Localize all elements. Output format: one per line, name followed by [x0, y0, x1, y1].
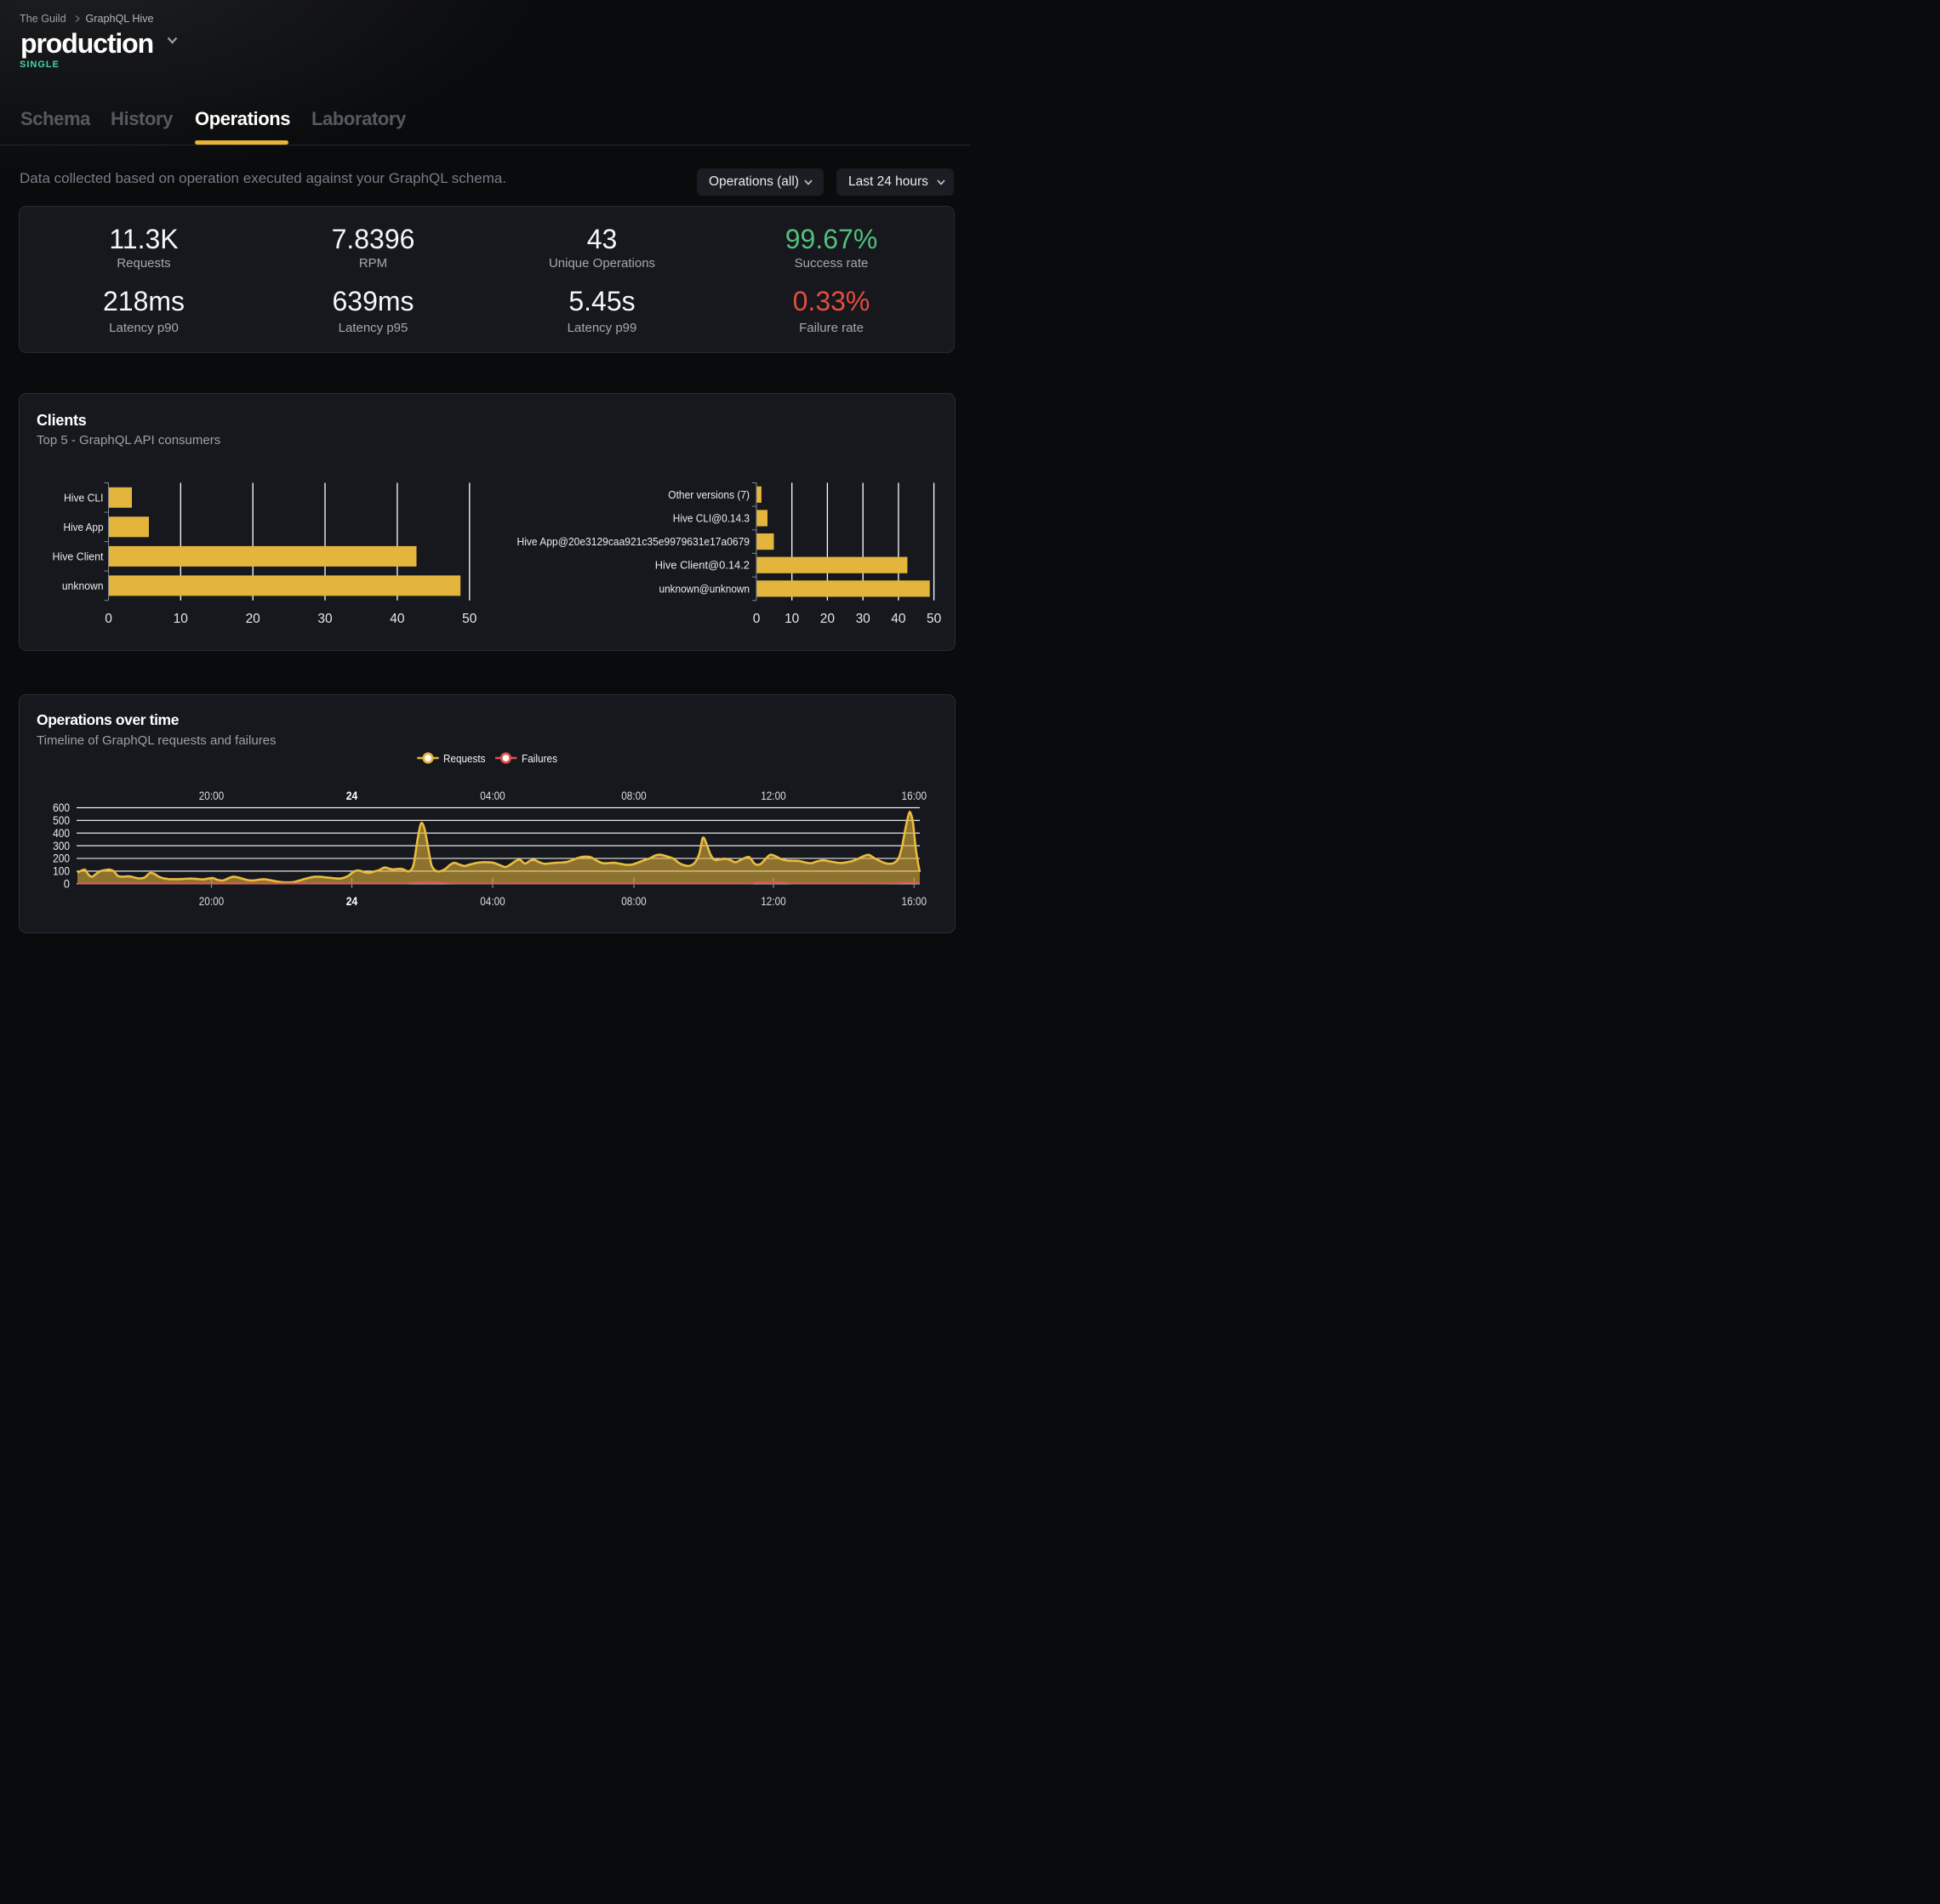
svg-text:40: 40 [390, 612, 405, 626]
svg-text:24: 24 [346, 894, 358, 908]
svg-text:Other versions (7): Other versions (7) [668, 488, 750, 501]
svg-text:16:00: 16:00 [902, 789, 927, 802]
svg-text:10: 10 [174, 612, 189, 626]
svg-text:500: 500 [53, 814, 70, 827]
svg-text:20: 20 [820, 612, 836, 626]
svg-text:unknown: unknown [62, 579, 104, 592]
svg-text:400: 400 [53, 827, 70, 840]
svg-text:600: 600 [53, 801, 70, 814]
svg-text:Hive CLI@0.14.3: Hive CLI@0.14.3 [673, 512, 750, 525]
svg-text:30: 30 [317, 612, 333, 626]
svg-text:20: 20 [246, 612, 261, 626]
svg-text:0: 0 [105, 612, 112, 626]
svg-text:04:00: 04:00 [480, 789, 505, 802]
svg-text:08:00: 08:00 [621, 789, 647, 802]
svg-text:Hive Client: Hive Client [53, 550, 104, 563]
svg-text:08:00: 08:00 [621, 894, 647, 908]
svg-text:300: 300 [53, 840, 70, 852]
svg-text:50: 50 [927, 612, 942, 626]
svg-text:10: 10 [785, 612, 800, 626]
svg-text:20:00: 20:00 [199, 894, 225, 908]
svg-text:12:00: 12:00 [761, 789, 786, 802]
svg-text:Requests: Requests [443, 752, 486, 765]
svg-text:Hive App@20e3129caa921c35e9979: Hive App@20e3129caa921c35e9979631e17a067… [517, 535, 750, 548]
svg-text:100: 100 [53, 865, 70, 878]
svg-text:0: 0 [64, 878, 70, 891]
svg-text:Hive Client@0.14.2: Hive Client@0.14.2 [655, 559, 750, 572]
svg-text:200: 200 [53, 852, 70, 865]
svg-text:Hive CLI: Hive CLI [64, 492, 104, 505]
svg-text:0: 0 [753, 612, 761, 626]
svg-text:Failures: Failures [522, 752, 557, 765]
svg-text:30: 30 [856, 612, 871, 626]
svg-text:50: 50 [462, 612, 477, 626]
svg-text:40: 40 [891, 612, 906, 626]
svg-text:Hive App: Hive App [64, 521, 104, 533]
svg-text:20:00: 20:00 [199, 789, 225, 802]
svg-text:16:00: 16:00 [902, 894, 927, 908]
svg-text:04:00: 04:00 [480, 894, 505, 908]
svg-text:12:00: 12:00 [761, 894, 786, 908]
svg-text:24: 24 [346, 789, 358, 802]
svg-text:unknown@unknown: unknown@unknown [659, 583, 750, 596]
